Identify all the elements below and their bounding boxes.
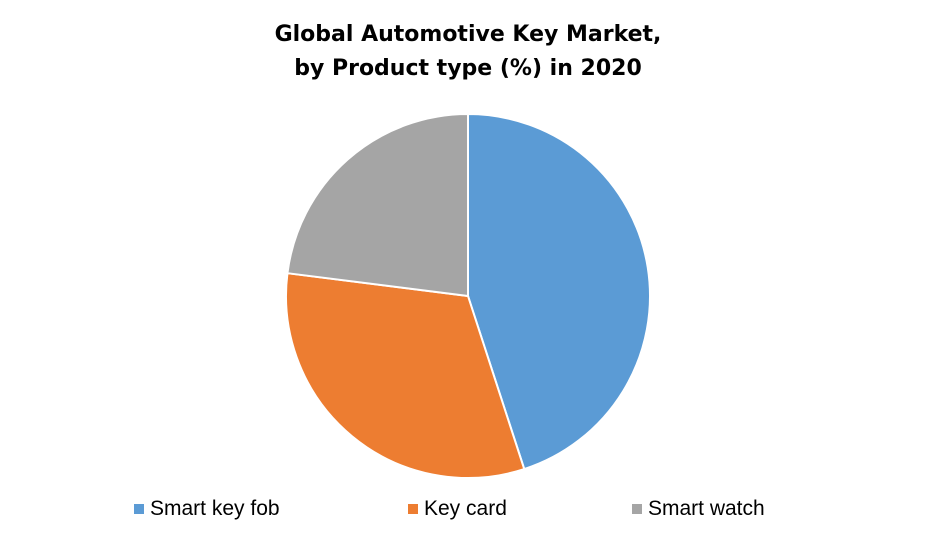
legend-label-smart-watch: Smart watch [648,497,765,520]
legend-swatch-smart-key-fob [134,504,144,514]
legend-label-smart-key-fob: Smart key fob [150,497,280,520]
legend-swatch-key-card [408,504,418,514]
chart-title-line-1: Global Automotive Key Market, [274,22,662,47]
pie-slice-smart-watch [286,112,469,298]
pie-slice-smart-key-fob [467,112,651,471]
chart-legend: Smart key fob Key card Smart watch [0,494,936,524]
chart-title-line-2: by Product type (%) in 2020 [294,56,642,81]
chart-title: Global Automotive Key Market, by Product… [0,18,936,86]
pie-slices [285,112,651,479]
legend-label-key-card: Key card [424,497,507,520]
legend-swatch-smart-watch [632,504,642,514]
pie-slice-key-card [285,272,526,479]
pie-chart [285,112,651,479]
legend-item-key-card: Key card [408,494,507,524]
legend-item-smart-watch: Smart watch [632,494,765,524]
legend-item-smart-key-fob: Smart key fob [134,494,280,524]
